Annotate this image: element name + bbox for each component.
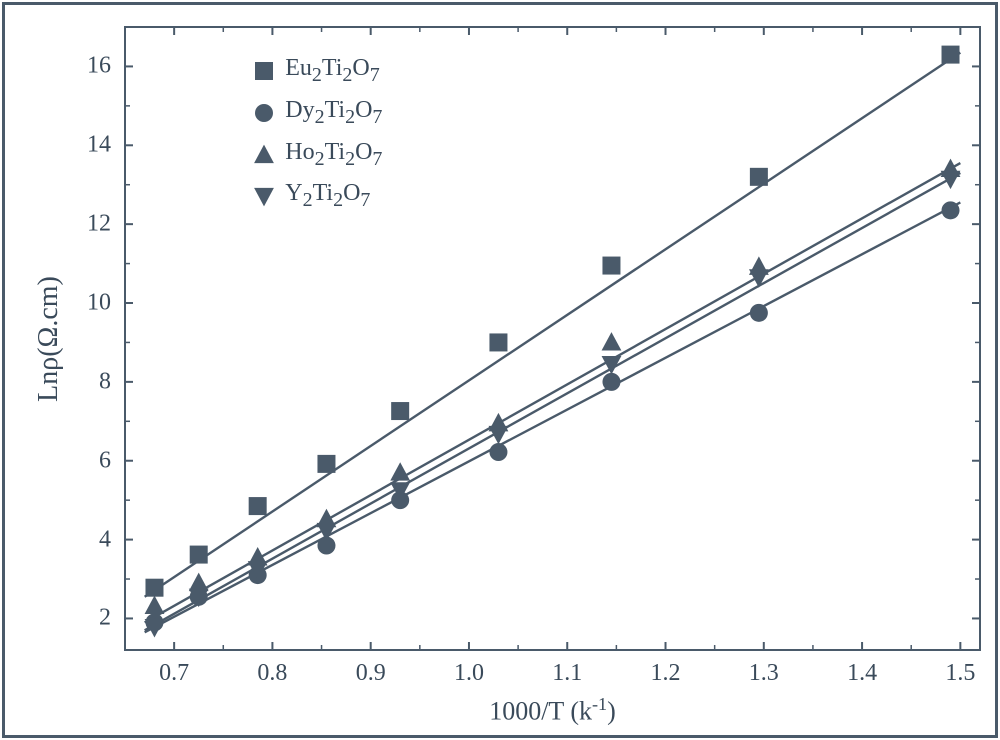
y-tick-label: 10 <box>87 290 111 317</box>
x-tick-label: 0.8 <box>257 660 287 687</box>
y-tick-label: 2 <box>99 605 111 632</box>
plot-svg <box>0 0 1000 740</box>
y-axis-label: Lnρ(Ω.cm) <box>33 276 65 402</box>
x-tick-label: 1.0 <box>454 660 484 687</box>
legend-label: Eu2Ti2O7 <box>285 55 380 87</box>
y-tick-label: 8 <box>99 368 111 395</box>
y-tick-label: 14 <box>87 132 111 159</box>
triangle-up-icon <box>253 144 275 166</box>
x-tick-label: 1.4 <box>847 660 877 687</box>
legend-label: Ho2Ti2O7 <box>285 139 382 171</box>
legend-label: Dy2Ti2O7 <box>285 97 382 129</box>
legend-item: Ho2Ti2O7 <box>253 139 382 171</box>
legend: Eu2Ti2O7 Dy2Ti2O7 Ho2Ti2O7 Y2Ti2O7 <box>253 55 382 222</box>
y-tick-label: 6 <box>99 447 111 474</box>
x-tick-label: 0.9 <box>356 660 386 687</box>
square-icon <box>253 60 275 82</box>
legend-item: Y2Ti2O7 <box>253 180 382 212</box>
series-Dy2Ti2O7 <box>145 201 961 632</box>
x-tick-label: 1.5 <box>945 660 975 687</box>
legend-item: Eu2Ti2O7 <box>253 55 382 87</box>
triangle-down-icon <box>253 185 275 207</box>
legend-label: Y2Ti2O7 <box>285 180 370 212</box>
x-tick-label: 0.7 <box>159 660 189 687</box>
legend-item: Dy2Ti2O7 <box>253 97 382 129</box>
circle-icon <box>253 102 275 124</box>
x-axis-label: 1000/T (k-1) <box>489 694 616 727</box>
x-tick-label: 1.3 <box>749 660 779 687</box>
x-tick-label: 1.2 <box>651 660 681 687</box>
y-tick-label: 4 <box>99 526 111 553</box>
y-tick-label: 12 <box>87 211 111 238</box>
x-tick-label: 1.1 <box>552 660 582 687</box>
y-tick-label: 16 <box>87 53 111 80</box>
series-Ho2Ti2O7 <box>145 159 961 623</box>
